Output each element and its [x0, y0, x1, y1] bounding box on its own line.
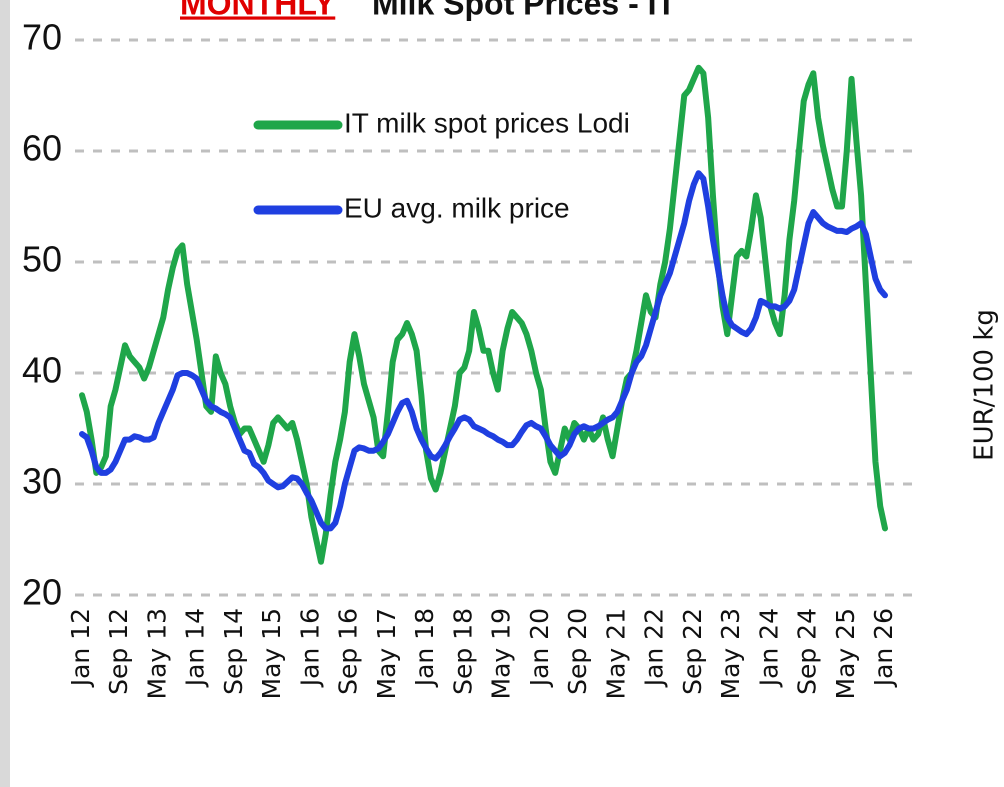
- x-tick-label: Sep 12: [104, 608, 133, 695]
- y-tick-label: 60: [22, 128, 62, 169]
- x-tick-label: May 21: [601, 608, 630, 699]
- x-tick-label: Sep 16: [334, 608, 363, 695]
- title-highlight: MONTHLY: [180, 0, 335, 21]
- x-tick-label: Jan 24: [754, 608, 783, 688]
- series-line: [79, 170, 888, 532]
- x-tick-label: Jan 18: [410, 608, 439, 688]
- legend-label: IT milk spot prices Lodi: [344, 107, 630, 138]
- y-tick-label: 70: [22, 17, 62, 58]
- left-border: [0, 0, 10, 787]
- x-tick-label: Jan 20: [525, 608, 554, 688]
- x-tick-label: May 13: [142, 608, 171, 699]
- x-tick-label: Jan 12: [66, 608, 95, 688]
- x-tick-label: May 17: [372, 608, 401, 699]
- x-tick-label: May 15: [257, 608, 286, 699]
- x-tick-label: Jan 22: [640, 608, 669, 688]
- y-tick-label: 30: [22, 461, 62, 502]
- y-tick-label: 50: [22, 239, 62, 280]
- y-tick-label: 40: [22, 350, 62, 391]
- x-tick-label: May 19: [487, 608, 516, 699]
- x-tick-label: May 23: [716, 608, 745, 699]
- y-axis-label: EUR/100 kg: [970, 309, 1000, 461]
- x-tick-label: Sep 14: [219, 608, 248, 695]
- x-tick-label: Sep 22: [678, 608, 707, 695]
- y-tick-label: 20: [22, 572, 62, 613]
- x-tick-label: Jan 16: [295, 608, 324, 688]
- x-tick-label: Jan 14: [181, 608, 210, 688]
- x-tick-label: May 25: [831, 608, 860, 699]
- chart-title: Milk Spot Prices - IT: [372, 0, 677, 21]
- x-tick-label: Sep 20: [563, 608, 592, 695]
- x-tick-label: Jan 26: [869, 608, 898, 688]
- x-tick-label: Sep 24: [793, 608, 822, 695]
- legend-label: EU avg. milk price: [344, 192, 570, 223]
- x-tick-label: Sep 18: [448, 608, 477, 695]
- series-line: [79, 64, 888, 565]
